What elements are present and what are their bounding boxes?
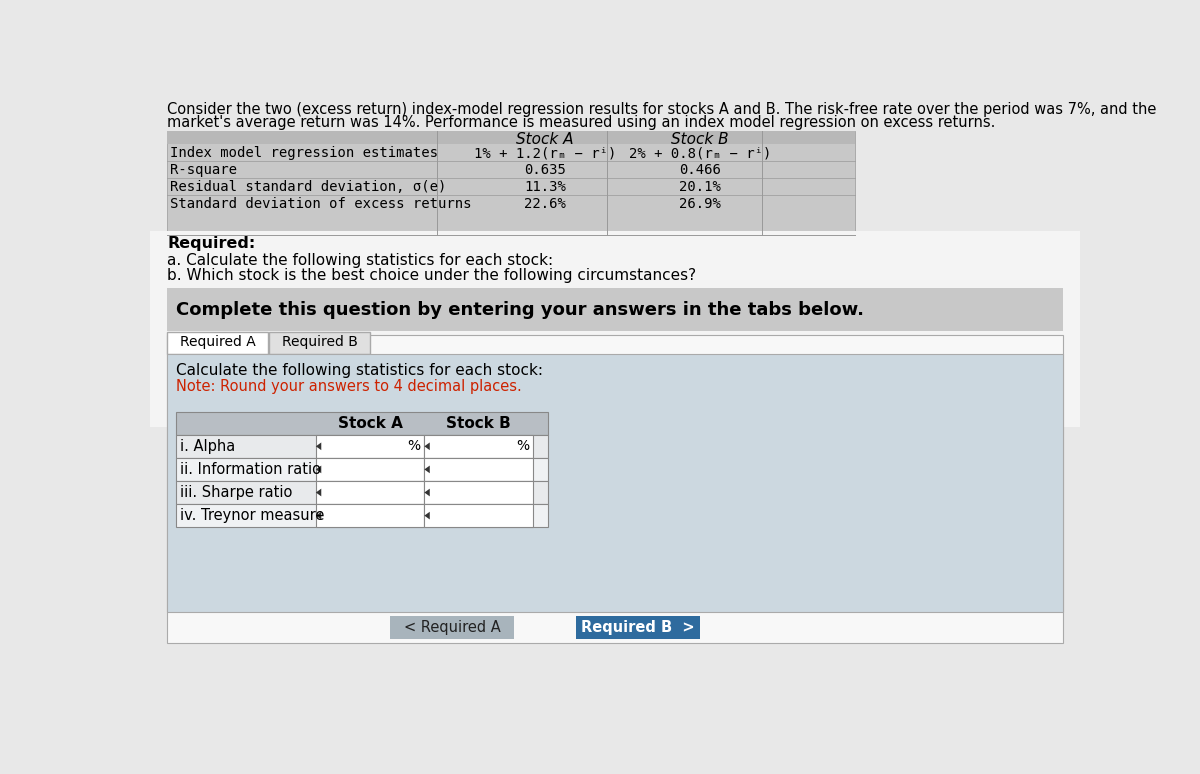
FancyBboxPatch shape — [425, 458, 533, 481]
FancyBboxPatch shape — [167, 131, 856, 235]
FancyBboxPatch shape — [167, 131, 856, 145]
FancyBboxPatch shape — [167, 289, 1063, 330]
Text: Required:: Required: — [167, 236, 256, 251]
Polygon shape — [425, 465, 430, 473]
FancyBboxPatch shape — [425, 504, 533, 527]
FancyBboxPatch shape — [176, 504, 548, 527]
Text: b. Which stock is the best choice under the following circumstances?: b. Which stock is the best choice under … — [167, 269, 696, 283]
Text: 1% + 1.2(rₘ − rⁱ): 1% + 1.2(rₘ − rⁱ) — [474, 146, 617, 160]
Text: Calculate the following statistics for each stock:: Calculate the following statistics for e… — [176, 363, 544, 378]
Text: i. Alpha: i. Alpha — [180, 439, 235, 454]
FancyBboxPatch shape — [150, 231, 1080, 427]
Text: Note: Round your answers to 4 decimal places.: Note: Round your answers to 4 decimal pl… — [176, 378, 522, 393]
Polygon shape — [316, 465, 322, 473]
Polygon shape — [425, 488, 430, 496]
Text: %: % — [407, 440, 420, 454]
Text: Residual standard deviation, σ(e): Residual standard deviation, σ(e) — [170, 180, 446, 194]
Text: Index model regression estimates: Index model regression estimates — [170, 146, 438, 160]
Polygon shape — [425, 512, 430, 519]
Text: Stock A: Stock A — [516, 132, 574, 147]
Text: 20.1%: 20.1% — [679, 180, 721, 194]
Text: 26.9%: 26.9% — [679, 197, 721, 211]
Polygon shape — [316, 443, 322, 450]
FancyBboxPatch shape — [176, 435, 548, 458]
FancyBboxPatch shape — [425, 481, 533, 504]
FancyBboxPatch shape — [576, 615, 701, 639]
FancyBboxPatch shape — [176, 481, 548, 504]
Text: R-square: R-square — [170, 163, 238, 177]
Text: Stock A: Stock A — [337, 416, 402, 430]
Text: market's average return was 14%. Performance is measured using an index model re: market's average return was 14%. Perform… — [167, 115, 996, 130]
Text: Stock B: Stock B — [672, 132, 730, 147]
FancyBboxPatch shape — [316, 435, 425, 458]
FancyBboxPatch shape — [425, 435, 533, 458]
FancyBboxPatch shape — [269, 331, 370, 354]
Text: 2% + 0.8(rₘ − rⁱ): 2% + 0.8(rₘ − rⁱ) — [629, 146, 772, 160]
FancyBboxPatch shape — [390, 615, 515, 639]
Text: Stock B: Stock B — [446, 416, 511, 430]
Polygon shape — [425, 443, 430, 450]
FancyBboxPatch shape — [176, 412, 548, 435]
FancyBboxPatch shape — [176, 458, 548, 481]
Text: iii. Sharpe ratio: iii. Sharpe ratio — [180, 485, 293, 500]
Text: Required B: Required B — [282, 335, 358, 349]
Text: %: % — [516, 440, 529, 454]
Text: 0.466: 0.466 — [679, 163, 721, 177]
Text: a. Calculate the following statistics for each stock:: a. Calculate the following statistics fo… — [167, 253, 553, 268]
Polygon shape — [316, 512, 322, 519]
Polygon shape — [316, 488, 322, 496]
FancyBboxPatch shape — [167, 354, 1063, 612]
Text: Standard deviation of excess returns: Standard deviation of excess returns — [170, 197, 472, 211]
Text: Required B  >: Required B > — [582, 620, 695, 635]
Text: 11.3%: 11.3% — [524, 180, 566, 194]
Text: iv. Treynor measure: iv. Treynor measure — [180, 508, 324, 523]
FancyBboxPatch shape — [167, 334, 1063, 642]
Text: Required A: Required A — [180, 335, 256, 349]
FancyBboxPatch shape — [316, 504, 425, 527]
FancyBboxPatch shape — [316, 458, 425, 481]
Text: < Required A: < Required A — [404, 620, 500, 635]
Text: ii. Information ratio: ii. Information ratio — [180, 462, 322, 477]
Text: Consider the two (excess return) index-model regression results for stocks A and: Consider the two (excess return) index-m… — [167, 102, 1157, 117]
FancyBboxPatch shape — [167, 331, 268, 354]
Text: Complete this question by entering your answers in the tabs below.: Complete this question by entering your … — [176, 301, 864, 319]
Text: 22.6%: 22.6% — [524, 197, 566, 211]
FancyBboxPatch shape — [316, 481, 425, 504]
Text: 0.635: 0.635 — [524, 163, 566, 177]
